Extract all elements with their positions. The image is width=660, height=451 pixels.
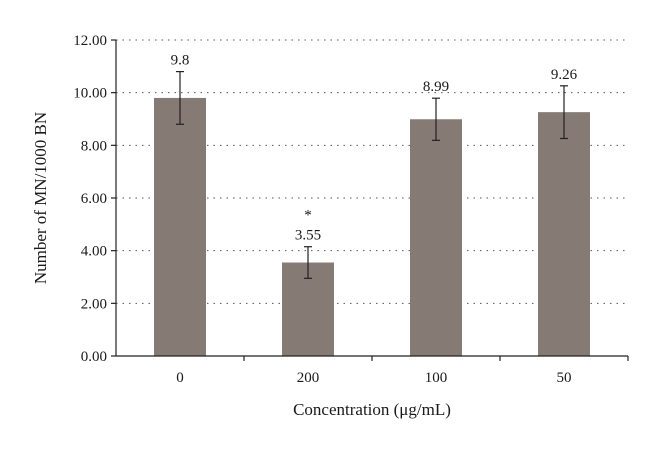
y-tick-label: 2.00 [81, 296, 107, 312]
y-tick-label: 4.00 [81, 244, 107, 260]
y-axis-title: Number of MN/1000 BN [31, 112, 50, 284]
error-bars [176, 70, 568, 279]
data-label: 8.99 [423, 79, 449, 95]
x-tick-label: 0 [176, 370, 184, 386]
data-label: 3.55 [295, 228, 321, 244]
bars [154, 97, 590, 356]
x-tick-labels: 0 200 100 50 [176, 356, 629, 386]
data-labels: 9.8 3.55 * 8.99 9.26 [171, 53, 578, 244]
data-label: 9.26 [551, 67, 578, 83]
data-label: 9.8 [171, 53, 190, 69]
bar [410, 119, 462, 356]
x-axis-title: Concentration (μg/mL) [293, 400, 451, 419]
x-tick-label: 200 [297, 370, 320, 386]
y-tick-label: 6.00 [81, 191, 107, 207]
y-tick-label: 0.00 [81, 349, 107, 365]
bar [154, 97, 206, 356]
y-tick-label: 10.00 [73, 86, 107, 102]
x-tick-label: 100 [425, 370, 448, 386]
y-tick-label: 12.00 [73, 33, 107, 49]
significance-mark: * [304, 208, 312, 224]
y-tick-labels: 0.00 2.00 4.00 6.00 8.00 10.00 12.00 [73, 33, 116, 365]
x-tick-label: 50 [557, 370, 572, 386]
bar [538, 112, 590, 356]
y-tick-label: 8.00 [81, 138, 107, 154]
